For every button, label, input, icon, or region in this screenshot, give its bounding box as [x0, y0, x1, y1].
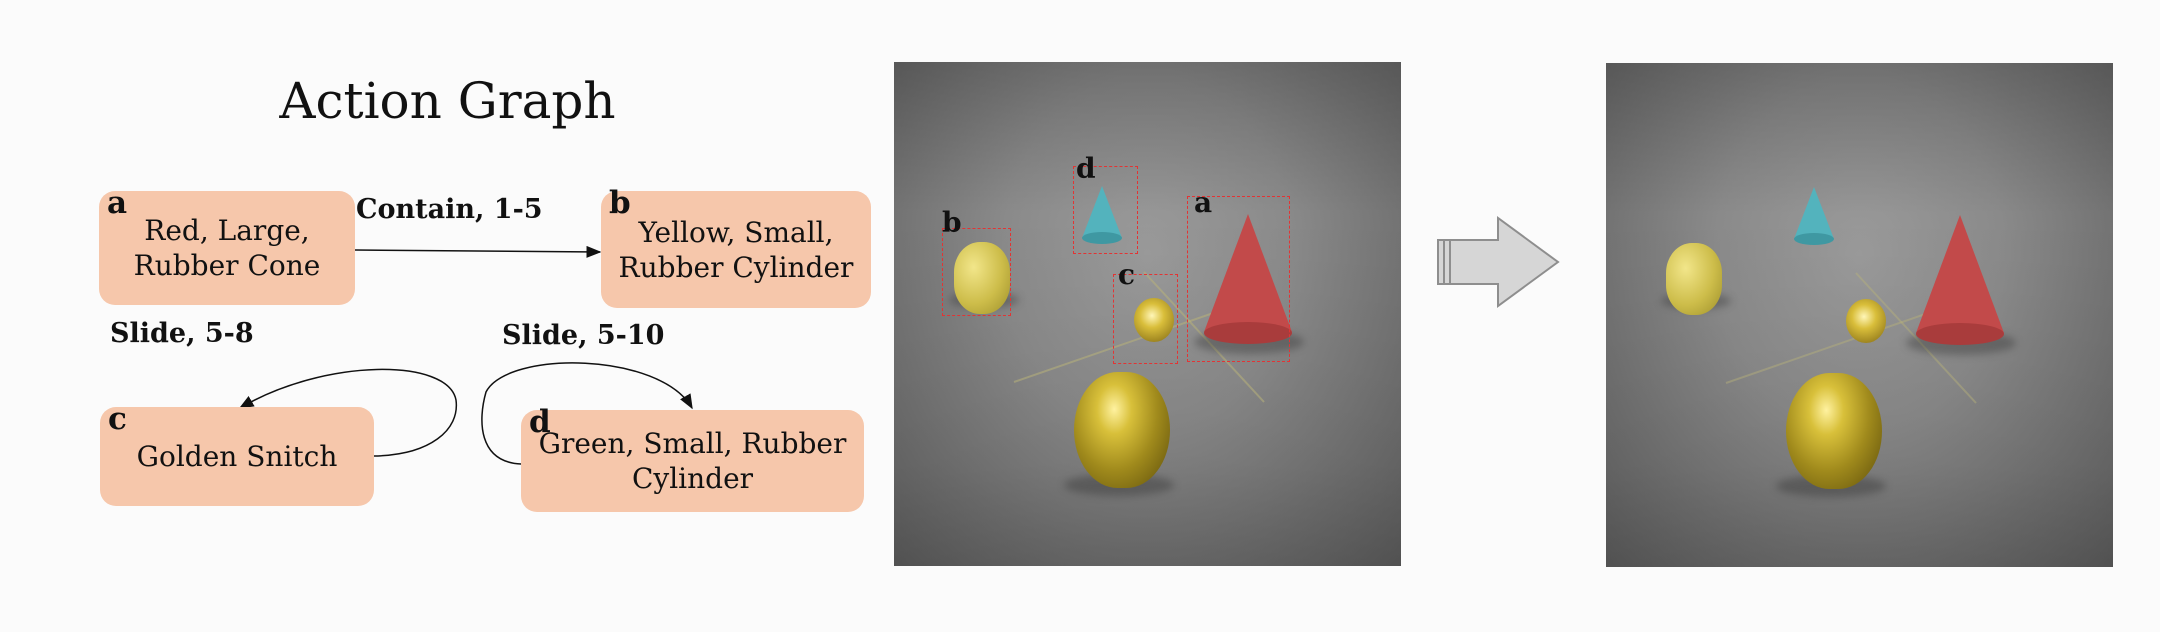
node-b-letter: b [609, 185, 631, 221]
bbox-a [1187, 196, 1290, 362]
yellow-cylinder [954, 242, 1010, 314]
node-b-line2: Rubber Cylinder [618, 250, 854, 284]
edge-slide-c-loop [238, 368, 458, 457]
edge-slide-d-loop [481, 362, 693, 465]
node-b-text: Yellow, Small, Rubber Cylinder [619, 215, 854, 285]
cyan-cone-base [1082, 232, 1122, 244]
yellow-cylinder-output [1666, 243, 1722, 315]
edge-label-slide-d: Slide, 5-10 [502, 320, 665, 351]
node-c-letter: c [108, 401, 127, 437]
node-a-line1: Red, Large, [144, 214, 310, 247]
output-scene-image [1606, 63, 2113, 567]
bbox-c [1113, 274, 1178, 364]
bbox-b [942, 228, 1011, 316]
node-d-line2: Cylinder [631, 462, 754, 495]
bbox-label-a: a [1194, 186, 1213, 219]
node-d: d Green, Small, Rubber Cylinder [521, 405, 864, 512]
node-b: b Yellow, Small, Rubber Cylinder [601, 186, 871, 308]
node-c-line1: Golden Snitch [136, 440, 338, 473]
input-scene-image: b d c a [894, 62, 1401, 566]
red-cone [1204, 214, 1292, 332]
red-cone-output [1916, 215, 2004, 333]
node-a: a Red, Large, Rubber Cone [99, 186, 355, 305]
cyan-cone [1082, 186, 1122, 238]
node-c: c Golden Snitch [100, 402, 374, 506]
red-cone-base [1204, 322, 1292, 344]
graph-edges [238, 245, 693, 465]
node-d-letter: d [529, 404, 551, 440]
edge-contain-a-to-b [354, 245, 602, 258]
edge-label-contain: Contain, 1-5 [356, 194, 543, 225]
cyan-cone-base-output [1794, 233, 1834, 245]
gold-egg [1074, 372, 1170, 488]
right-arrow-icon [1437, 216, 1560, 308]
red-cone-base-output [1916, 323, 2004, 345]
node-c-text: Golden Snitch [137, 439, 338, 474]
node-a-letter: a [107, 185, 128, 221]
node-a-text: Red, Large, Rubber Cone [134, 213, 321, 283]
bbox-label-c: c [1118, 258, 1136, 291]
node-d-line1: Green, Small, Rubber [538, 427, 847, 460]
node-d-text: Green, Small, Rubber Cylinder [539, 426, 847, 496]
diagram-title: Action Graph [279, 72, 616, 130]
golden-snitch [1134, 298, 1174, 342]
node-b-line1: Yellow, Small, [638, 215, 834, 249]
cyan-cone-output [1794, 187, 1834, 239]
bbox-label-d: d [1076, 152, 1096, 185]
gold-egg-output [1786, 373, 1882, 489]
bbox-label-b: b [942, 206, 962, 239]
node-a-line2: Rubber Cone [133, 249, 321, 282]
bbox-d [1073, 166, 1138, 254]
edge-label-slide-c: Slide, 5-8 [110, 318, 254, 349]
golden-snitch-output [1846, 299, 1886, 343]
